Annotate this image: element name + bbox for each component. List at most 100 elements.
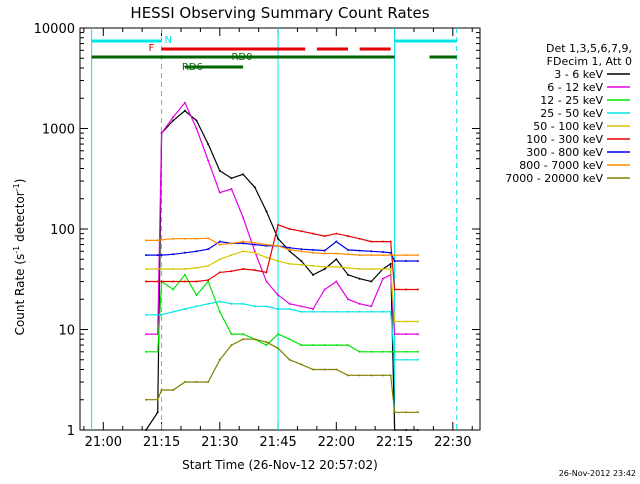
- data-point: [323, 344, 326, 347]
- series-line: [145, 110, 418, 431]
- data-point: [277, 294, 280, 297]
- data-point: [172, 288, 175, 291]
- data-point: [145, 429, 148, 431]
- data-point: [358, 254, 361, 257]
- data-point: [358, 277, 361, 280]
- data-point: [346, 273, 349, 276]
- data-point: [288, 246, 291, 249]
- data-point: [335, 258, 338, 261]
- data-point: [265, 305, 268, 308]
- data-point: [207, 248, 210, 251]
- data-point: [300, 260, 303, 263]
- data-point: [416, 254, 419, 257]
- series-line: [146, 273, 418, 353]
- data-point: [323, 267, 326, 270]
- legend-label: 100 - 300 keV: [526, 133, 603, 146]
- data-point: [405, 288, 408, 291]
- data-point: [405, 411, 408, 414]
- y-tick-label: 1: [67, 424, 75, 439]
- data-point: [358, 237, 361, 240]
- x-tick-label: 21:45: [259, 435, 296, 450]
- data-point: [300, 250, 303, 253]
- data-point: [156, 254, 159, 257]
- data-point: [335, 310, 338, 313]
- data-point: [358, 249, 361, 252]
- data-point: [288, 248, 291, 251]
- series-line: [146, 300, 418, 361]
- data-point: [265, 271, 268, 274]
- data-point: [156, 350, 159, 353]
- data-point: [335, 344, 338, 347]
- data-point: [195, 266, 198, 269]
- data-point: [156, 411, 159, 414]
- data-point: [242, 240, 245, 243]
- data-point: [172, 267, 175, 270]
- data-point: [405, 333, 408, 336]
- data-point: [242, 216, 245, 219]
- data-point: [405, 254, 408, 257]
- data-point: [312, 368, 315, 371]
- ylabel-exp-2: -1: [12, 183, 21, 191]
- data-point: [242, 242, 245, 245]
- legend-label: 300 - 800 keV: [526, 146, 603, 159]
- data-point: [172, 389, 175, 392]
- data-point: [323, 310, 326, 313]
- data-point: [172, 119, 175, 122]
- data-point: [207, 302, 210, 305]
- legend-header-2: FDecim 1, Att 0: [547, 55, 632, 68]
- data-point: [253, 250, 256, 253]
- data-point: [207, 143, 210, 146]
- data-point: [312, 248, 315, 251]
- data-point: [230, 302, 233, 305]
- data-point: [335, 280, 338, 283]
- data-point: [253, 241, 256, 244]
- data-point: [389, 240, 392, 243]
- data-point: [277, 333, 280, 336]
- data-point: [381, 254, 384, 257]
- data-point: [416, 333, 419, 336]
- data-point: [265, 280, 268, 283]
- data-point: [393, 254, 396, 257]
- data-point: [183, 101, 186, 104]
- data-point: [381, 267, 384, 270]
- data-point: [218, 310, 221, 313]
- data-point: [172, 116, 175, 119]
- legend-label: 3 - 6 keV: [554, 68, 603, 81]
- data-point: [230, 270, 233, 273]
- data-point: [358, 310, 361, 313]
- series-line: [146, 224, 418, 291]
- data-point: [207, 280, 210, 283]
- data-point: [335, 252, 338, 255]
- series-line: [146, 250, 418, 323]
- data-point: [242, 302, 245, 305]
- data-point: [183, 280, 186, 283]
- legend-header-1: Det 1,3,5,6,7,9,: [546, 42, 632, 55]
- data-point: [416, 411, 419, 414]
- chart-title: HESSI Observing Summary Count Rates: [130, 4, 429, 22]
- data-point: [393, 260, 396, 263]
- data-point: [346, 248, 349, 251]
- data-point: [381, 374, 384, 377]
- data-point: [160, 267, 163, 270]
- data-point: [370, 280, 373, 283]
- data-point: [335, 240, 338, 243]
- data-point: [405, 260, 408, 263]
- data-point: [288, 338, 291, 341]
- data-point: [393, 358, 396, 361]
- data-point: [288, 307, 291, 310]
- data-point: [288, 302, 291, 305]
- data-point: [230, 188, 233, 191]
- flag-label: N: [165, 35, 172, 46]
- data-point: [265, 344, 268, 347]
- ylabel-part-3: ): [13, 179, 27, 184]
- data-point: [145, 267, 148, 270]
- data-point: [389, 262, 392, 265]
- x-tick-label: 21:00: [85, 435, 122, 450]
- data-point: [183, 251, 186, 254]
- data-point: [183, 267, 186, 270]
- x-tick-label: 22:00: [318, 435, 355, 450]
- data-point: [381, 277, 384, 280]
- data-point: [183, 273, 186, 276]
- data-point: [370, 240, 373, 243]
